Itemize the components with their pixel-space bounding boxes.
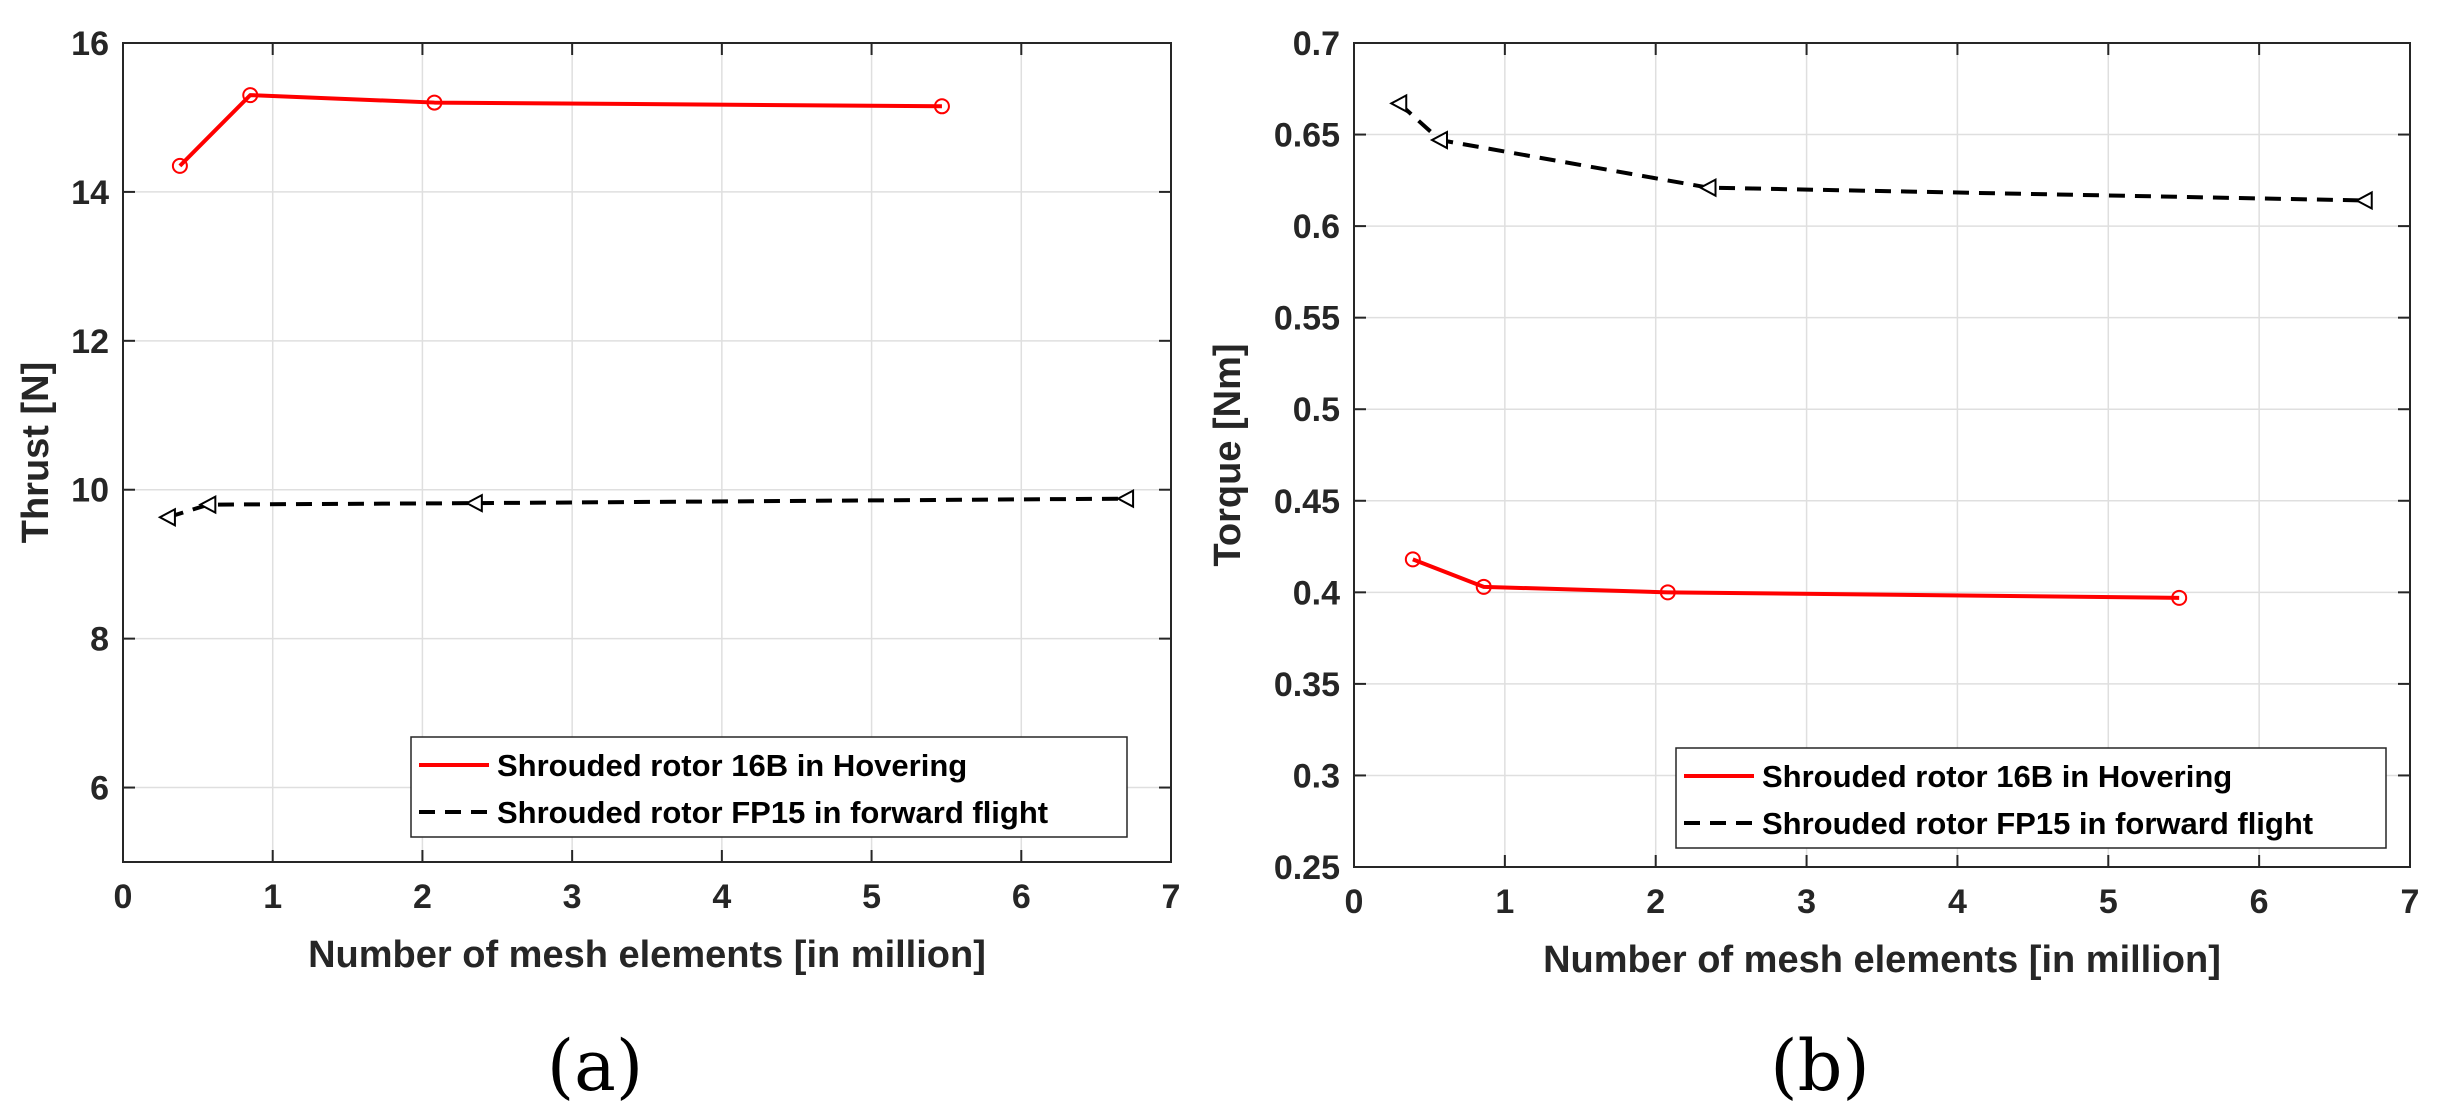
x-axis-label: Number of mesh elements [in million] bbox=[308, 934, 986, 976]
y-tick-label: 0.6 bbox=[1293, 208, 1340, 246]
y-axis-label: Torque [Nm] bbox=[1207, 343, 1249, 566]
y-tick-label: 6 bbox=[90, 770, 109, 808]
legend-entry: Shrouded rotor FP15 in forward flight bbox=[1762, 806, 2313, 841]
y-tick-label: 16 bbox=[71, 25, 109, 63]
x-tick-label: 2 bbox=[413, 878, 432, 916]
y-tick-label: 0.55 bbox=[1274, 300, 1340, 338]
x-tick-label: 7 bbox=[1162, 878, 1181, 916]
data-point-circle bbox=[1659, 584, 1676, 601]
y-axis-label: Thrust [N] bbox=[15, 362, 57, 544]
x-tick-label: 4 bbox=[1948, 883, 1967, 921]
x-tick-label: 2 bbox=[1646, 883, 1665, 921]
data-point-triangle bbox=[1389, 93, 1408, 114]
plot-frame bbox=[1353, 42, 2411, 868]
series-line-2 bbox=[1397, 101, 2365, 203]
x-tick-label: 3 bbox=[1797, 883, 1816, 921]
legend-entry: Shrouded rotor 16B in Hovering bbox=[497, 748, 967, 783]
y-tick-label: 0.7 bbox=[1293, 25, 1340, 63]
y-tick-label: 10 bbox=[71, 472, 109, 510]
x-tick-label: 1 bbox=[1495, 883, 1514, 921]
data-point-triangle bbox=[1115, 488, 1135, 509]
data-point-triangle bbox=[1429, 130, 1448, 150]
data-point-circle bbox=[242, 87, 259, 104]
legend-entry: Shrouded rotor FP15 in forward flight bbox=[497, 795, 1048, 830]
data-point-circle bbox=[933, 98, 950, 115]
legend-entry: Shrouded rotor 16B in Hovering bbox=[1762, 759, 2232, 794]
y-tick-label: 0.45 bbox=[1274, 483, 1340, 521]
x-tick-label: 0 bbox=[114, 878, 133, 916]
x-tick-label: 7 bbox=[2401, 883, 2420, 921]
data-point-circle bbox=[426, 94, 443, 111]
series-line-2 bbox=[167, 496, 1127, 520]
x-tick-label: 1 bbox=[263, 878, 282, 916]
x-tick-label: 0 bbox=[1345, 883, 1364, 921]
x-tick-label: 6 bbox=[2250, 883, 2269, 921]
data-point-circle bbox=[1475, 578, 1492, 595]
plot-frame bbox=[122, 42, 1172, 863]
panel-label: (b) bbox=[1770, 1025, 1869, 1107]
data-point-circle bbox=[171, 157, 188, 174]
legend-box bbox=[1675, 747, 2387, 849]
y-tick-label: 8 bbox=[90, 621, 109, 659]
y-tick-label: 0.35 bbox=[1274, 666, 1340, 704]
data-point-circle bbox=[1404, 551, 1421, 568]
panel-label: (a) bbox=[547, 1025, 643, 1107]
data-point-triangle bbox=[198, 494, 217, 515]
y-tick-label: 0.65 bbox=[1274, 117, 1340, 155]
x-tick-label: 5 bbox=[2099, 883, 2118, 921]
chart-2: 0 1 2 3 4 5 6 7 0.25 0.3 0.35 0.4 0.45 0.5 0.55 0.6 0.65… bbox=[1207, 25, 2419, 1107]
data-point-triangle bbox=[1698, 177, 1717, 198]
x-tick-label: 3 bbox=[563, 878, 582, 916]
data-point-triangle bbox=[464, 493, 483, 513]
x-tick-label: 4 bbox=[712, 878, 731, 916]
y-tick-label: 0.25 bbox=[1274, 849, 1340, 887]
legend-box bbox=[410, 736, 1128, 838]
x-axis-label: Number of mesh elements [in million] bbox=[1543, 939, 2221, 981]
y-tick-label: 0.4 bbox=[1293, 574, 1340, 612]
series-line-1 bbox=[178, 93, 942, 168]
data-point-circle bbox=[2171, 589, 2188, 606]
x-tick-label: 5 bbox=[862, 878, 881, 916]
x-tick-label: 6 bbox=[1012, 878, 1031, 916]
data-point-triangle bbox=[2354, 190, 2373, 211]
y-tick-label: 0.3 bbox=[1293, 757, 1340, 795]
y-tick-label: 0.5 bbox=[1293, 391, 1340, 429]
y-tick-label: 14 bbox=[71, 174, 109, 212]
data-point-triangle bbox=[157, 507, 176, 527]
y-tick-label: 12 bbox=[71, 323, 109, 361]
series-line-1 bbox=[1412, 557, 2180, 600]
